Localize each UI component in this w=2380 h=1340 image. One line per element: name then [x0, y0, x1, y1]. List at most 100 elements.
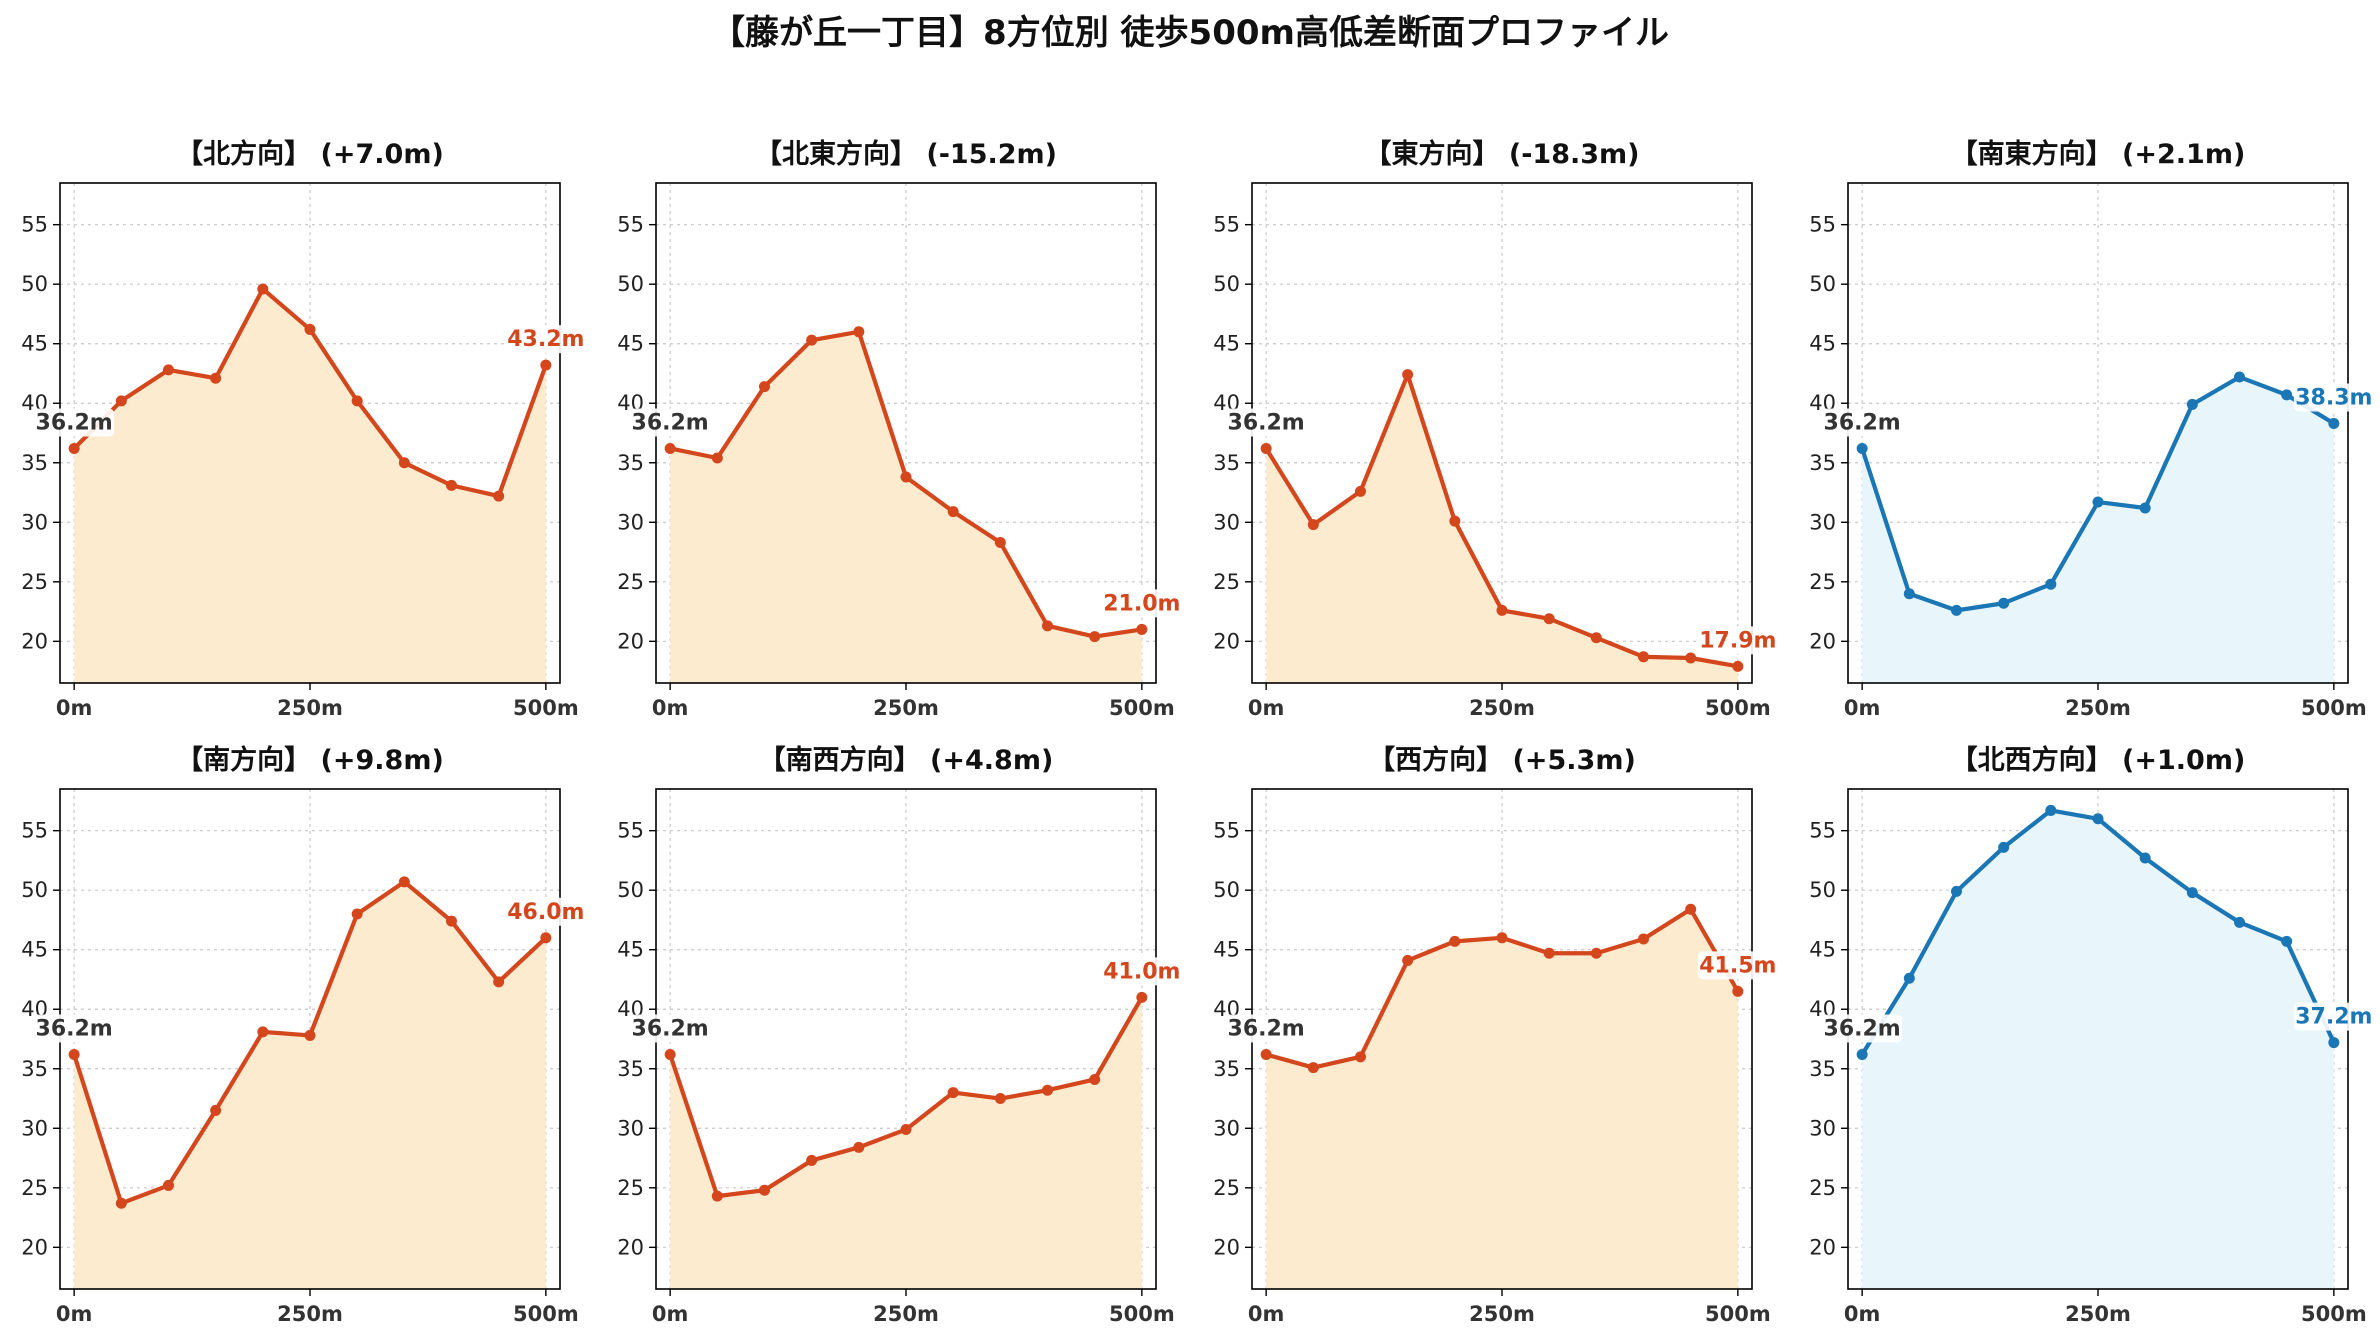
- y-tick-label: 35: [1809, 451, 1836, 475]
- data-point: [1998, 841, 2010, 853]
- data-point: [2045, 578, 2057, 590]
- data-point: [853, 1141, 865, 1153]
- panel-title: 【南方向】 (+9.8m): [176, 744, 444, 776]
- data-point: [1402, 369, 1414, 381]
- data-point: [1543, 947, 1555, 959]
- end-elevation-label: 43.2m: [507, 327, 584, 352]
- start-label-box: [1226, 1014, 1307, 1043]
- y-tick-label: 30: [1809, 510, 1836, 534]
- y-tick-label: 45: [1809, 938, 1836, 962]
- x-tick-label: 500m: [2301, 1302, 2367, 1326]
- start-label-box: [34, 1014, 115, 1043]
- end-elevation-label: 38.3m: [2295, 385, 2372, 410]
- start-elevation-label: 36.2m: [1824, 1016, 1901, 1041]
- y-tick-label: 35: [1809, 1057, 1836, 1081]
- x-tick-label: 0m: [56, 696, 93, 720]
- elevation-area: [670, 331, 1142, 683]
- data-point: [1402, 954, 1414, 966]
- data-point: [994, 537, 1006, 549]
- elevation-area: [1266, 909, 1738, 1289]
- y-tick-label: 30: [1213, 1116, 1240, 1140]
- data-point: [68, 442, 80, 454]
- y-tick-label: 20: [617, 629, 644, 653]
- end-label-box: [505, 325, 586, 354]
- data-point: [1950, 604, 1962, 616]
- y-tick-label: 50: [1809, 878, 1836, 902]
- x-tick-label: 500m: [513, 696, 579, 720]
- x-tick-label: 250m: [2065, 696, 2131, 720]
- data-point: [664, 442, 676, 454]
- y-tick-label: 50: [1213, 878, 1240, 902]
- y-tick-label: 45: [21, 938, 48, 962]
- elevation-area: [74, 881, 546, 1289]
- start-label-box: [1226, 408, 1307, 437]
- y-tick-label: 35: [21, 451, 48, 475]
- start-elevation-label: 36.2m: [1228, 1016, 1305, 1041]
- data-point: [115, 395, 127, 407]
- data-point: [2186, 398, 2198, 410]
- y-tick-label: 55: [1809, 213, 1836, 237]
- data-point: [900, 1123, 912, 1135]
- y-tick-label: 30: [617, 1116, 644, 1140]
- data-point: [493, 490, 505, 502]
- data-point: [806, 1154, 818, 1166]
- y-tick-label: 25: [1213, 1176, 1240, 1200]
- y-tick-label: 50: [617, 272, 644, 296]
- data-point: [1685, 903, 1697, 915]
- data-point: [1998, 597, 2010, 609]
- data-point: [900, 471, 912, 483]
- end-label-box: [1697, 626, 1778, 655]
- x-tick-label: 500m: [1705, 696, 1771, 720]
- data-point: [446, 915, 458, 927]
- x-tick-label: 0m: [1248, 1302, 1285, 1326]
- x-tick-label: 0m: [1844, 696, 1881, 720]
- data-point: [115, 1197, 127, 1209]
- y-tick-label: 55: [21, 819, 48, 843]
- y-tick-label: 20: [1213, 1235, 1240, 1259]
- y-tick-label: 25: [617, 1176, 644, 1200]
- x-tick-label: 250m: [1469, 696, 1535, 720]
- y-tick-label: 50: [1809, 272, 1836, 296]
- data-point: [162, 364, 174, 376]
- data-point: [257, 1026, 269, 1038]
- panel-title: 【南西方向】 (+4.8m): [759, 744, 1054, 776]
- start-elevation-label: 36.2m: [632, 410, 709, 435]
- data-point: [1950, 885, 1962, 897]
- elevation-area: [1862, 810, 2334, 1289]
- x-tick-label: 500m: [513, 1302, 579, 1326]
- data-point: [257, 283, 269, 295]
- data-point: [1307, 1062, 1319, 1074]
- data-point: [540, 359, 552, 371]
- data-point: [758, 1184, 770, 1196]
- y-tick-label: 45: [617, 332, 644, 356]
- data-point: [304, 323, 316, 335]
- x-tick-label: 0m: [1248, 696, 1285, 720]
- y-tick-label: 20: [21, 629, 48, 653]
- data-point: [210, 1104, 222, 1116]
- y-tick-label: 50: [1213, 272, 1240, 296]
- end-label-box: [1101, 957, 1182, 986]
- data-point: [2281, 389, 2293, 401]
- data-point: [853, 326, 865, 338]
- y-tick-label: 35: [21, 1057, 48, 1081]
- data-point: [2092, 813, 2104, 825]
- data-point: [1496, 932, 1508, 944]
- data-point: [1903, 588, 1915, 600]
- y-tick-label: 55: [1213, 213, 1240, 237]
- x-tick-label: 250m: [2065, 1302, 2131, 1326]
- y-tick-label: 45: [1809, 332, 1836, 356]
- data-point: [711, 1190, 723, 1202]
- data-point: [162, 1179, 174, 1191]
- data-point: [1449, 515, 1461, 527]
- end-label-box: [1101, 589, 1182, 618]
- data-point: [1496, 604, 1508, 616]
- data-point: [664, 1048, 676, 1060]
- data-point: [2234, 916, 2246, 928]
- elevation-area: [1266, 374, 1738, 683]
- data-point: [1903, 972, 1915, 984]
- end-label-box: [2293, 1002, 2374, 1031]
